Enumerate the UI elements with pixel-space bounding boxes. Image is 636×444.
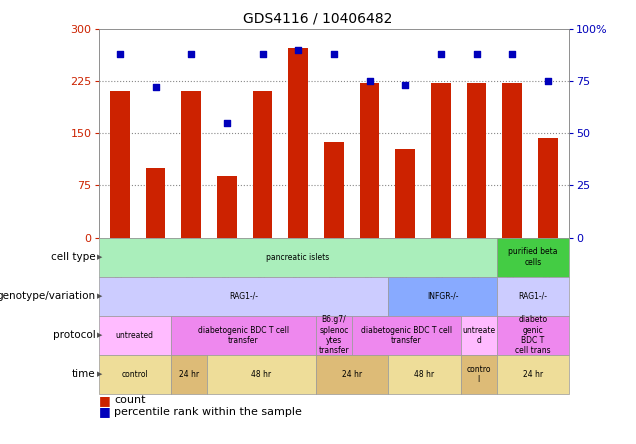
Text: untreated: untreated: [116, 331, 154, 340]
Text: percentile rank within the sample: percentile rank within the sample: [114, 407, 302, 416]
Text: pancreatic islets: pancreatic islets: [266, 253, 329, 262]
Bar: [252, 91, 272, 238]
Text: 48 hr: 48 hr: [414, 370, 434, 379]
Bar: [431, 83, 451, 238]
Point: [222, 119, 232, 127]
Text: 24 hr: 24 hr: [523, 370, 543, 379]
Point: [471, 50, 481, 57]
Text: diabetogenic BDC T cell
transfer: diabetogenic BDC T cell transfer: [361, 325, 452, 345]
Bar: [538, 138, 558, 238]
Text: contro
l: contro l: [466, 365, 491, 384]
Bar: [217, 176, 237, 238]
Text: 24 hr: 24 hr: [342, 370, 362, 379]
Text: 48 hr: 48 hr: [251, 370, 272, 379]
Bar: [396, 148, 415, 238]
Text: diabeto
genic
BDC T
cell trans: diabeto genic BDC T cell trans: [515, 315, 551, 355]
Point: [329, 50, 339, 57]
Point: [436, 50, 446, 57]
Bar: [324, 142, 343, 238]
Bar: [146, 168, 165, 238]
Text: ▶: ▶: [97, 371, 102, 377]
Text: cell type: cell type: [51, 252, 95, 262]
Text: B6.g7/
splenoc
ytes
transfer: B6.g7/ splenoc ytes transfer: [319, 315, 349, 355]
Text: 24 hr: 24 hr: [179, 370, 199, 379]
Point: [293, 46, 303, 53]
Text: RAG1-/-: RAG1-/-: [518, 292, 548, 301]
Bar: [502, 83, 522, 238]
Text: control: control: [121, 370, 148, 379]
Point: [364, 77, 375, 84]
Text: GDS4116 / 10406482: GDS4116 / 10406482: [244, 11, 392, 25]
Point: [543, 77, 553, 84]
Bar: [181, 91, 201, 238]
Text: untreate
d: untreate d: [462, 325, 495, 345]
Bar: [110, 91, 130, 238]
Bar: [289, 48, 308, 238]
Text: ▶: ▶: [97, 293, 102, 299]
Point: [186, 50, 197, 57]
Text: genotype/variation: genotype/variation: [0, 291, 95, 301]
Text: INFGR-/-: INFGR-/-: [427, 292, 459, 301]
Bar: [467, 83, 487, 238]
Point: [115, 50, 125, 57]
Point: [400, 82, 410, 89]
Text: protocol: protocol: [53, 330, 95, 340]
Text: ■: ■: [99, 394, 110, 407]
Text: time: time: [72, 369, 95, 379]
Text: ▶: ▶: [97, 254, 102, 260]
Text: count: count: [114, 396, 146, 405]
Point: [151, 84, 161, 91]
Text: ■: ■: [99, 405, 110, 418]
Text: RAG1-/-: RAG1-/-: [229, 292, 258, 301]
Text: purified beta
cells: purified beta cells: [508, 247, 558, 267]
Point: [258, 50, 268, 57]
Bar: [360, 83, 379, 238]
Text: ▶: ▶: [97, 332, 102, 338]
Text: diabetogenic BDC T cell
transfer: diabetogenic BDC T cell transfer: [198, 325, 289, 345]
Point: [507, 50, 517, 57]
